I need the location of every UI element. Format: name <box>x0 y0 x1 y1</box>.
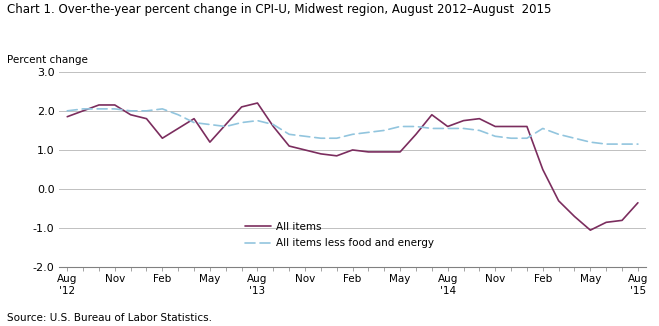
All items less food and energy <box>301 134 309 138</box>
All items less food and energy <box>428 126 436 130</box>
All items less food and energy <box>587 140 594 144</box>
All items less food and energy <box>174 113 182 117</box>
All items less food and energy <box>602 142 610 146</box>
All items less food and energy <box>634 142 642 146</box>
All items less food and energy <box>206 123 214 126</box>
All items less food and energy <box>444 126 451 130</box>
All items <box>254 101 262 105</box>
All items <box>491 125 499 128</box>
All items <box>618 218 626 222</box>
Text: Chart 1. Over-the-year percent change in CPI-U, Midwest region, August 2012–Augu: Chart 1. Over-the-year percent change in… <box>7 3 551 16</box>
All items <box>238 105 246 109</box>
All items less food and energy <box>270 123 277 126</box>
All items less food and energy <box>459 126 467 130</box>
All items <box>333 154 341 158</box>
All items <box>587 228 594 232</box>
Line: All items less food and energy: All items less food and energy <box>67 109 638 144</box>
All items less food and energy <box>555 132 563 136</box>
All items less food and energy <box>127 109 134 113</box>
All items <box>142 117 150 121</box>
All items <box>364 150 372 154</box>
All items <box>285 144 293 148</box>
All items less food and energy <box>254 119 262 123</box>
All items <box>190 117 198 121</box>
All items <box>206 140 214 144</box>
All items less food and energy <box>333 136 341 140</box>
All items <box>523 125 531 128</box>
All items less food and energy <box>111 107 119 111</box>
All items <box>475 117 483 121</box>
All items less food and energy <box>285 132 293 136</box>
All items less food and energy <box>475 128 483 132</box>
All items <box>571 215 579 218</box>
All items less food and energy <box>142 109 150 113</box>
All items <box>79 109 87 113</box>
All items less food and energy <box>349 132 357 136</box>
All items less food and energy <box>571 136 579 140</box>
All items less food and energy <box>396 125 404 128</box>
All items <box>63 115 71 119</box>
All items <box>396 150 404 154</box>
All items less food and energy <box>238 121 246 125</box>
All items less food and energy <box>190 121 198 125</box>
All items <box>555 199 563 203</box>
All items less food and energy <box>491 134 499 138</box>
All items less food and energy <box>63 109 71 113</box>
All items less food and energy <box>158 107 166 111</box>
All items <box>428 113 436 117</box>
All items <box>317 152 325 156</box>
Text: Source: U.S. Bureau of Labor Statistics.: Source: U.S. Bureau of Labor Statistics. <box>7 313 212 323</box>
All items less food and energy <box>523 136 531 140</box>
All items <box>634 201 642 205</box>
All items <box>349 148 357 152</box>
All items <box>507 125 515 128</box>
All items <box>111 103 119 107</box>
All items <box>459 119 467 123</box>
All items less food and energy <box>618 142 626 146</box>
All items <box>412 132 420 136</box>
All items less food and energy <box>539 126 547 130</box>
All items <box>174 126 182 130</box>
All items less food and energy <box>317 136 325 140</box>
All items less food and energy <box>79 107 87 111</box>
All items less food and energy <box>507 136 515 140</box>
All items <box>301 148 309 152</box>
All items less food and energy <box>95 107 103 111</box>
Line: All items: All items <box>67 103 638 230</box>
All items <box>95 103 103 107</box>
All items less food and energy <box>412 125 420 128</box>
All items less food and energy <box>380 128 388 132</box>
All items less food and energy <box>222 125 230 128</box>
All items <box>444 125 451 128</box>
All items <box>380 150 388 154</box>
All items <box>158 136 166 140</box>
Text: Percent change: Percent change <box>7 55 88 65</box>
All items <box>270 125 277 128</box>
All items <box>539 168 547 171</box>
All items <box>127 113 134 117</box>
All items <box>602 220 610 224</box>
All items <box>222 123 230 126</box>
All items less food and energy <box>364 130 372 134</box>
Legend: All items, All items less food and energy: All items, All items less food and energ… <box>241 218 438 252</box>
